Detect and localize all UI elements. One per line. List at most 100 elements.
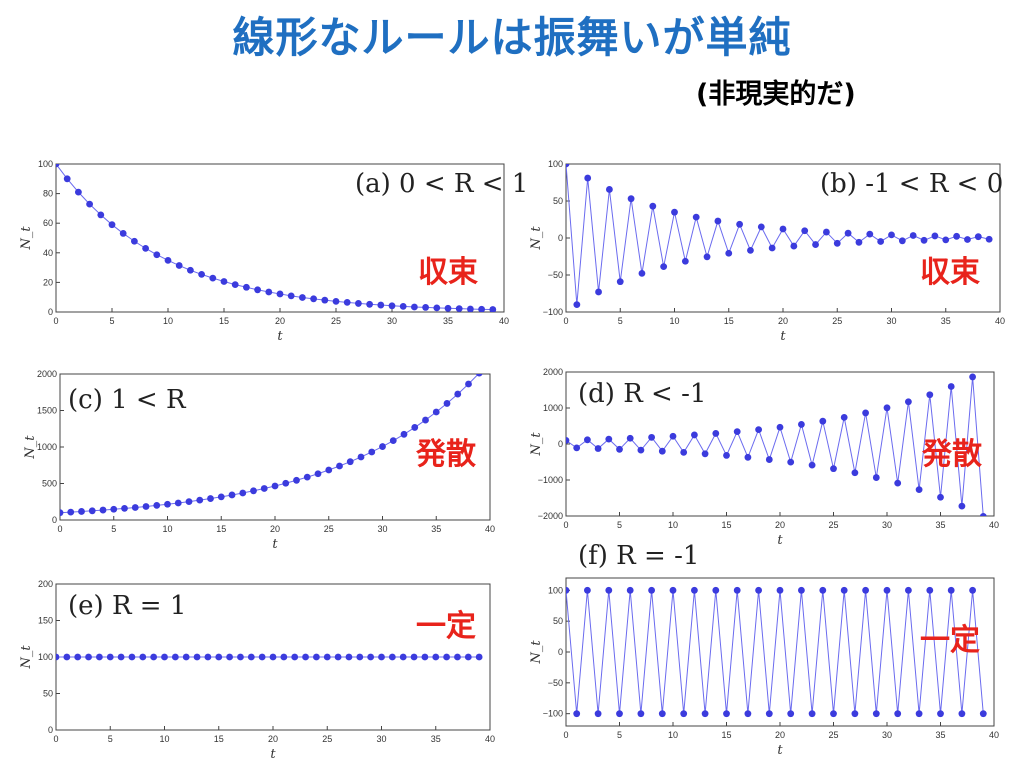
data-point (648, 433, 655, 441)
data-point (334, 653, 342, 661)
data-point (388, 653, 396, 661)
data-point (142, 503, 150, 510)
data-point (207, 495, 214, 502)
data-point (947, 383, 955, 390)
data-point (877, 238, 885, 245)
data-point (399, 302, 407, 310)
data-point (616, 710, 623, 718)
series-group (56, 164, 497, 312)
panel-annotation: (c) 1 < R (68, 385, 187, 415)
data-point (60, 509, 64, 517)
data-point (355, 300, 362, 307)
data-point (787, 458, 795, 466)
data-point (723, 452, 730, 459)
data-point (106, 653, 114, 661)
data-point (86, 200, 93, 208)
y-tick-label: 100 (548, 159, 563, 169)
data-point (573, 301, 581, 308)
data-point (323, 653, 331, 661)
data-point (953, 232, 960, 240)
data-point (422, 304, 429, 311)
x-axis-label: t (780, 329, 786, 344)
data-point (131, 237, 138, 245)
data-point (736, 220, 743, 228)
y-tick-label: 60 (43, 218, 53, 228)
y-tick-label: 40 (43, 248, 53, 258)
behavior-tag: 発散 (921, 437, 982, 472)
x-tick-label: 5 (111, 524, 116, 534)
data-point (265, 288, 273, 296)
data-point (787, 710, 795, 718)
data-point (422, 416, 429, 424)
data-point (303, 473, 311, 481)
x-tick-label: 15 (721, 520, 731, 530)
series-group (60, 374, 483, 517)
data-point (280, 653, 288, 661)
x-tick-label: 0 (53, 734, 58, 744)
data-point (153, 251, 161, 259)
data-point (649, 202, 657, 210)
data-point (153, 502, 161, 509)
data-point (228, 491, 236, 499)
x-axis-label: t (777, 533, 783, 548)
data-point (985, 235, 993, 243)
data-point (905, 398, 912, 406)
data-point (898, 237, 906, 245)
data-point (182, 653, 190, 661)
data-point (237, 653, 244, 661)
behavior-tag: 発散 (415, 437, 476, 472)
x-axis-label: t (777, 743, 783, 758)
data-point (790, 242, 798, 250)
x-tick-label: 30 (377, 524, 387, 534)
behavior-tag: 収束 (920, 255, 980, 290)
data-point (74, 653, 82, 661)
x-tick-label: 25 (828, 520, 838, 530)
data-point (747, 246, 754, 254)
data-point (475, 653, 483, 661)
data-point (894, 710, 902, 718)
data-point (714, 217, 722, 225)
data-point (947, 586, 955, 594)
panel-annotation: (d) R < -1 (578, 379, 706, 409)
data-point (681, 257, 689, 265)
x-tick-label: 20 (778, 316, 788, 326)
data-point (231, 281, 239, 289)
data-point (798, 586, 805, 594)
data-point (367, 653, 375, 661)
data-point (455, 305, 463, 312)
data-point (78, 508, 85, 515)
series-line (566, 376, 984, 516)
data-point (175, 262, 183, 269)
data-point (399, 653, 407, 661)
data-point (215, 653, 223, 661)
y-tick-label: 2000 (543, 367, 563, 377)
data-point (67, 508, 75, 516)
panel-annotation: (f) R = -1 (578, 541, 699, 571)
data-point (768, 244, 776, 252)
data-point (669, 432, 677, 440)
data-point (744, 453, 752, 461)
data-point (691, 431, 698, 439)
data-point (313, 653, 320, 661)
data-point (844, 229, 852, 237)
y-tick-label: 20 (43, 277, 53, 287)
data-point (139, 653, 147, 661)
data-point (776, 586, 784, 594)
x-tick-label: 0 (563, 730, 568, 740)
data-point (119, 230, 127, 237)
y-tick-label: 150 (38, 616, 53, 626)
data-point (411, 303, 418, 311)
data-point (356, 653, 364, 661)
data-point (638, 269, 646, 277)
data-point (958, 710, 966, 718)
data-point (798, 421, 805, 428)
data-point (63, 175, 71, 183)
data-point (226, 653, 234, 661)
slide-subtitle: (非現実的だ) (696, 79, 856, 110)
data-point (605, 586, 613, 594)
data-point (855, 238, 863, 246)
data-point (584, 174, 592, 182)
data-point (271, 482, 279, 490)
data-point (658, 710, 666, 718)
chart-panel-d: 0 5 10 15 20 25 30 35 40 −2000 −1000 0 1000 2000 t N_t (… (529, 364, 1020, 549)
